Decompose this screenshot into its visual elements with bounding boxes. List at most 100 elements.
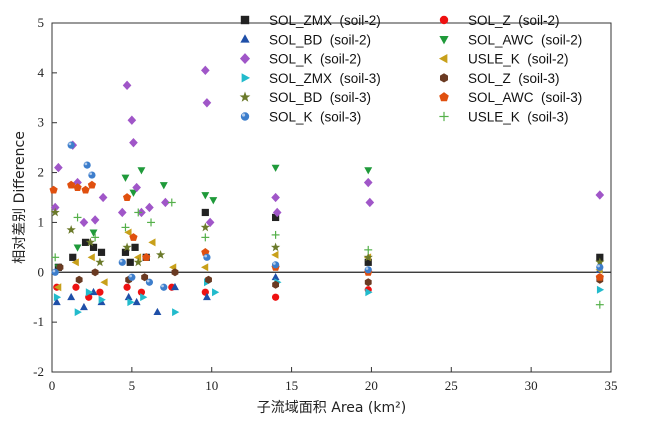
data-point: [81, 185, 90, 194]
legend-marker: [439, 111, 449, 122]
data-point: [271, 250, 279, 259]
data-point: [85, 237, 95, 247]
data-point: [364, 258, 372, 266]
y-axis-title: 相对差别 Difference: [12, 131, 28, 264]
x-tick-label: 35: [605, 378, 618, 393]
data-point: [56, 263, 64, 272]
legend-marker: [439, 92, 449, 102]
data-point: [95, 257, 105, 267]
data-point: [81, 238, 90, 246]
legend-item: SOL_BD (soil-2): [240, 32, 371, 47]
legend-label: SOL_ZMX (soil-2): [269, 13, 381, 28]
data-point: [201, 65, 210, 76]
data-point: [147, 218, 155, 227]
legend-label: SOL_ZMX (soil-3): [269, 71, 381, 86]
data-point: [145, 278, 154, 286]
data-point: [53, 293, 62, 302]
series-8: [50, 207, 605, 267]
data-point: [90, 215, 100, 225]
data-point: [97, 248, 106, 256]
x-tick-label: 10: [205, 378, 218, 393]
data-point: [67, 180, 76, 189]
data-point: [596, 285, 605, 294]
data-point: [121, 223, 130, 232]
data-point: [140, 293, 148, 302]
data-point: [124, 292, 133, 301]
data-point: [126, 258, 134, 266]
data-point: [171, 282, 179, 291]
data-point: [121, 248, 130, 256]
data-point: [595, 257, 605, 267]
data-point: [89, 229, 98, 237]
legend-item: SOL_Z (soil-3): [439, 71, 560, 86]
data-point: [596, 263, 604, 271]
data-point: [67, 292, 76, 301]
legend-marker: [239, 91, 251, 102]
x-tick-label: 20: [365, 378, 378, 393]
data-point: [117, 207, 127, 218]
data-point: [271, 164, 280, 172]
data-point: [75, 275, 83, 284]
legend-marker: [239, 53, 251, 65]
data-point: [91, 233, 100, 242]
data-point: [85, 288, 94, 297]
data-point: [595, 190, 605, 200]
data-point: [51, 268, 59, 276]
y-tick-label: -1: [33, 314, 44, 329]
data-point: [71, 258, 79, 267]
legend-item: SOL_K (soil-3): [240, 110, 361, 125]
data-point: [271, 230, 280, 239]
data-point: [270, 242, 281, 252]
data-point: [364, 278, 372, 287]
data-point: [87, 180, 97, 189]
data-point: [201, 208, 209, 217]
series-1: [53, 273, 604, 301]
data-point: [91, 268, 99, 277]
data-point: [160, 283, 168, 291]
data-point: [50, 207, 60, 217]
legend-item: USLE_K (soil-2): [438, 52, 569, 67]
data-point: [203, 253, 211, 261]
data-point: [272, 280, 280, 289]
data-point: [73, 183, 82, 192]
data-point: [98, 192, 108, 203]
legend-marker: [439, 35, 449, 45]
legend-item: SOL_BD (soil-3): [239, 90, 371, 105]
y-tick-label: 5: [38, 15, 45, 30]
data-point: [142, 253, 151, 261]
legend-item: SOL_K (soil-2): [239, 52, 361, 67]
data-point: [212, 288, 220, 297]
data-point: [124, 228, 132, 237]
data-point: [172, 308, 180, 317]
series-6: [53, 278, 605, 317]
data-point: [161, 197, 170, 208]
data-point: [88, 171, 96, 179]
legend-marker: [439, 73, 449, 83]
legend-label: SOL_K (soil-3): [269, 110, 361, 125]
data-point: [51, 253, 60, 262]
data-point: [272, 261, 280, 269]
data-point: [129, 189, 138, 197]
legend-label: SOL_AWC (soil-3): [468, 90, 582, 105]
y-tick-label: -2: [33, 364, 44, 379]
legend-label: SOL_BD (soil-3): [269, 90, 371, 105]
data-point: [272, 293, 280, 301]
data-point: [50, 202, 60, 213]
series-11: [51, 198, 604, 309]
data-point: [122, 193, 132, 201]
y-tick-label: 0: [38, 264, 45, 279]
legend-marker: [439, 15, 449, 25]
data-point: [595, 300, 604, 309]
data-point: [364, 167, 373, 175]
legend-item: SOL_Z (soil-2): [439, 13, 560, 28]
data-point: [132, 182, 141, 193]
data-point: [69, 253, 77, 261]
legend-label: USLE_K (soil-3): [468, 110, 569, 125]
data-point: [127, 115, 137, 125]
data-point: [54, 162, 63, 173]
data-point: [123, 283, 131, 291]
data-point: [148, 238, 156, 247]
data-point: [272, 207, 282, 218]
legend-label: SOL_K (soil-2): [269, 52, 361, 67]
